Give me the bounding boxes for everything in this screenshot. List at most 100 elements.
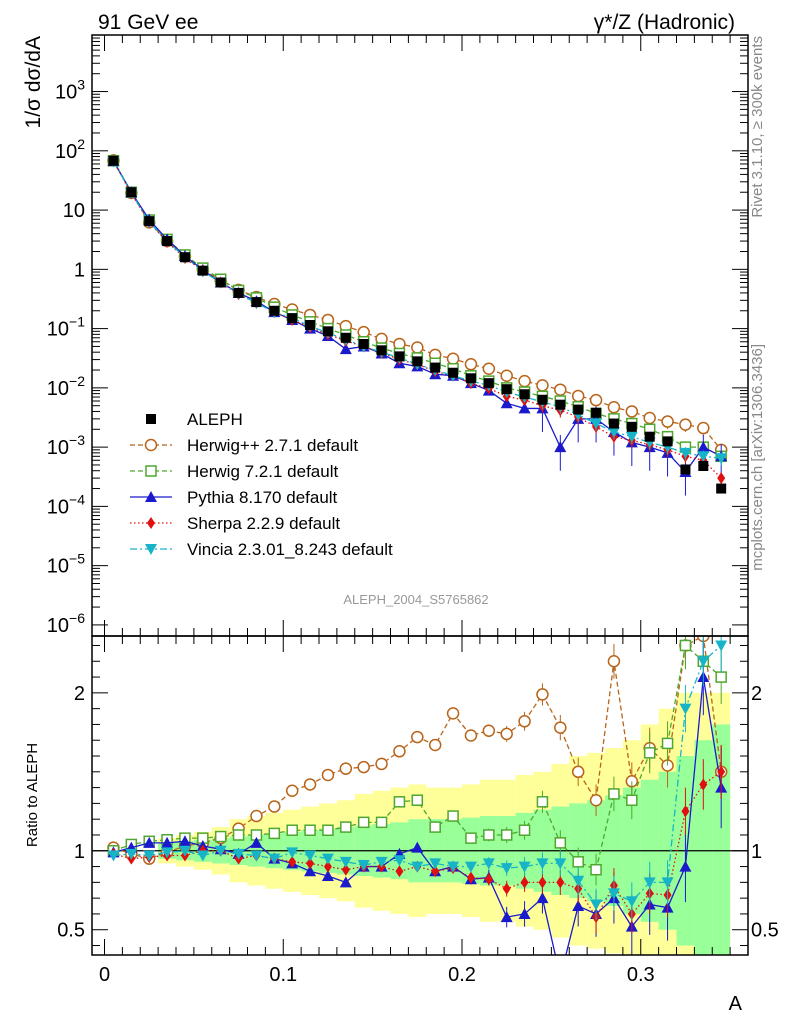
aleph-data-point <box>251 297 262 308</box>
aleph-data-point <box>179 252 190 263</box>
series-point-1 <box>643 747 656 759</box>
series-point-1 <box>214 830 227 843</box>
series-point-1 <box>536 796 549 808</box>
series-point-4 <box>375 856 388 868</box>
series-point-0 <box>625 405 639 418</box>
y-tick-label: 10−6 <box>47 610 85 637</box>
aleph-data-point <box>430 362 441 373</box>
series-point-2 <box>500 911 513 923</box>
series-point-2 <box>250 836 263 848</box>
series-point-2 <box>518 402 531 414</box>
series-point-0 <box>536 379 549 392</box>
aleph-data-point <box>233 287 244 298</box>
aleph-data-point <box>126 187 137 198</box>
aleph-data-point <box>644 431 655 442</box>
series-point-4 <box>286 847 299 859</box>
series-point-2 <box>339 876 352 888</box>
x-tick-label: 0.1 <box>269 964 297 986</box>
series-line-4-panel-1 <box>113 644 722 906</box>
ratio-tick-label-right: 2 <box>751 683 762 705</box>
series-point-4 <box>393 855 406 867</box>
series-point-4 <box>554 858 567 870</box>
aleph-data-point <box>465 373 476 384</box>
series-point-1 <box>518 824 531 836</box>
series-point-0 <box>536 688 549 701</box>
series-point-0 <box>268 800 281 813</box>
series-point-0 <box>482 724 496 738</box>
green-band-bin <box>694 740 713 955</box>
series-point-0 <box>679 418 692 431</box>
series-point-3 <box>466 871 475 884</box>
series-point-4 <box>339 856 352 868</box>
series-point-3 <box>717 472 726 485</box>
aleph-data-point <box>358 338 369 349</box>
series-point-4 <box>464 861 477 873</box>
series-point-3 <box>699 778 708 791</box>
series-point-0 <box>321 768 335 782</box>
series-point-4 <box>590 899 603 911</box>
series-point-2 <box>500 397 513 409</box>
aleph-data-point <box>412 356 423 367</box>
series-point-4 <box>536 858 549 870</box>
series-point-3 <box>502 882 511 895</box>
series-point-0 <box>518 715 531 728</box>
aleph-data-point <box>483 378 494 389</box>
legend-label-aleph: ALEPH <box>187 410 243 429</box>
series-point-2 <box>411 841 424 853</box>
series-line-1-panel-0 <box>112 160 722 457</box>
aleph-data-point <box>215 277 226 288</box>
series-point-1 <box>679 639 692 652</box>
upper-ylabel: 1/σ dσ/dA <box>22 36 45 128</box>
series-point-2 <box>554 441 567 453</box>
series-point-0 <box>500 727 513 741</box>
aleph-data-point <box>537 394 548 405</box>
aleph-data-point <box>340 332 351 343</box>
series-point-0 <box>250 809 263 823</box>
aleph-data-point <box>698 461 709 472</box>
series-point-4 <box>482 858 495 870</box>
legend: ALEPH Herwig++ 2.7.1 default Herwig 7.2.1 … <box>130 410 393 559</box>
series-point-1 <box>715 671 727 683</box>
series-point-0 <box>303 778 317 791</box>
x-axis-label: A <box>729 993 743 1015</box>
series-point-2 <box>161 836 174 848</box>
series-point-0 <box>393 745 406 758</box>
series-point-3 <box>556 876 565 889</box>
aleph-data-point <box>626 421 637 432</box>
series-point-2 <box>304 865 317 877</box>
series-point-1 <box>608 788 620 800</box>
series-point-2 <box>321 870 334 882</box>
legend-marker <box>144 438 158 452</box>
y-tick-label: 10−1 <box>47 314 85 341</box>
aleph-data-point <box>376 345 387 356</box>
series-point-0 <box>357 760 370 774</box>
aleph-data-point <box>662 436 673 447</box>
series-point-3 <box>323 860 332 873</box>
lower-ylabel: Ratio to ALEPH <box>24 743 41 847</box>
ratio-bands <box>158 692 731 955</box>
series-point-1 <box>483 829 495 841</box>
series-point-1 <box>393 796 406 808</box>
aleph-data-point <box>394 351 405 362</box>
series-point-4 <box>143 850 156 862</box>
series-point-1 <box>661 737 674 750</box>
aleph-data-point <box>322 326 333 337</box>
series-point-2 <box>518 907 531 919</box>
green-band-bin <box>712 724 731 955</box>
y-tick-label: 10−5 <box>47 551 85 578</box>
series-point-0 <box>446 707 460 720</box>
series-point-3 <box>717 765 726 778</box>
series-point-1 <box>357 816 370 829</box>
series-point-0 <box>607 401 621 414</box>
series-point-1 <box>554 837 567 849</box>
aleph-data-point <box>305 320 316 331</box>
aleph-data-point <box>680 464 691 475</box>
series-point-0 <box>482 362 496 376</box>
series-point-2 <box>178 835 191 847</box>
series-point-4 <box>607 426 620 438</box>
aleph-data-point <box>555 399 566 410</box>
series-point-1 <box>322 824 334 836</box>
series-point-3 <box>288 855 297 868</box>
series-point-4 <box>125 848 138 860</box>
aleph-data-point <box>197 265 208 276</box>
